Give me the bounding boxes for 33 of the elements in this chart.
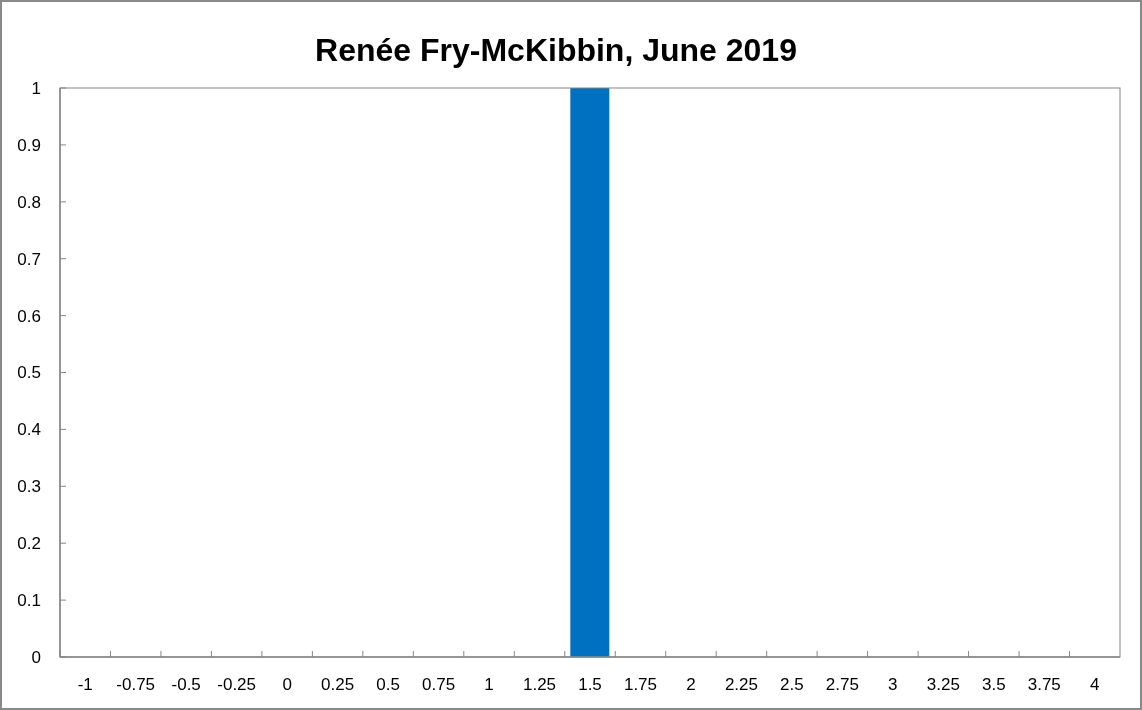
x-tick-label: 2 [686, 674, 696, 694]
y-tick-label: 0.9 [17, 135, 41, 155]
x-tick-label: 2.5 [780, 674, 804, 694]
x-tick-label: 3 [888, 674, 898, 694]
x-tick-label: 1.25 [522, 674, 557, 694]
x-tick-label: 0.25 [321, 674, 355, 694]
x-tick-label: 2.75 [825, 674, 859, 694]
x-tick-label: 1.5 [578, 674, 602, 694]
x-tick-label: -0.5 [171, 674, 201, 694]
x-tick-label: -1 [77, 674, 93, 694]
x-tick-label: 3.75 [1027, 674, 1061, 694]
y-tick-label: 0.4 [17, 420, 41, 440]
x-tick-label: 4 [1090, 674, 1100, 694]
y-tick-label: 0.5 [17, 363, 41, 383]
x-tick-label: -0.75 [116, 674, 156, 694]
y-tick-label: 0.8 [17, 192, 41, 212]
x-tick-label: 0.75 [422, 674, 456, 694]
y-tick-label: 0.6 [17, 306, 41, 326]
y-tick-label: 0.7 [17, 249, 41, 269]
y-tick-label: 0.3 [17, 477, 41, 497]
chart-title: Renée Fry-McKibbin, June 2019 [314, 31, 798, 70]
x-tick-label: 3.5 [981, 674, 1006, 694]
x-tick-label: 0.5 [376, 674, 400, 694]
y-tick-label: 0.1 [17, 591, 41, 611]
x-tick-label: 0 [282, 674, 292, 694]
x-tick-label: -0.25 [217, 674, 257, 694]
x-tick-label: 1 [484, 674, 494, 694]
y-tick-label: 1 [31, 78, 41, 98]
y-tick-label: 0.2 [17, 534, 41, 554]
x-tick-label: 3.25 [926, 674, 960, 694]
x-tick-label: 1.75 [623, 674, 658, 694]
x-tick-label: 2.25 [724, 674, 758, 694]
y-tick-label: 0 [31, 647, 41, 667]
